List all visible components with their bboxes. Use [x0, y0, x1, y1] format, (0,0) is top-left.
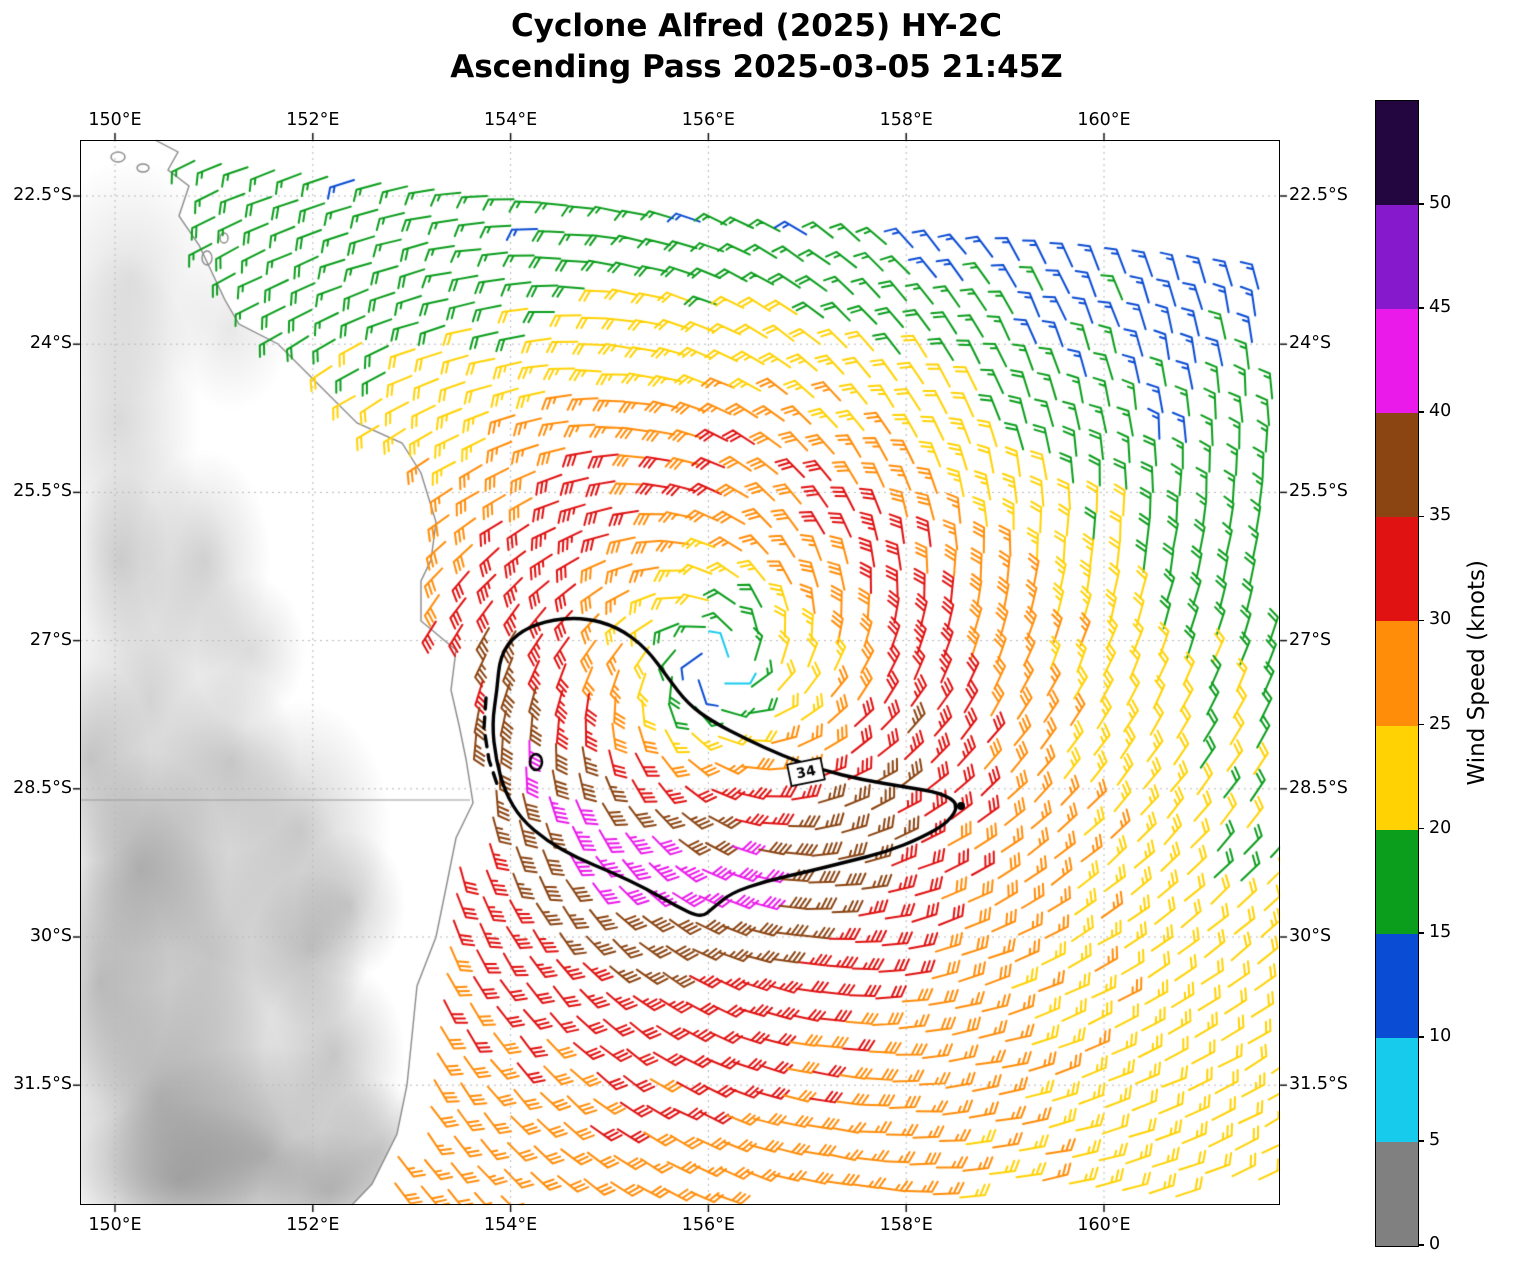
colorbar-tickmark — [1418, 515, 1425, 518]
colorbar-bin-35-40 — [1376, 413, 1418, 518]
colorbar-tickmark — [1418, 307, 1425, 309]
colorbar-bin-50-55 — [1376, 101, 1418, 206]
colorbar-tickmark — [1418, 1244, 1425, 1246]
lat-tick-label-left: 25.5°S — [13, 481, 72, 502]
colorbar-tickmark — [1418, 723, 1425, 726]
lat-tick-label-right: 27°S — [1289, 629, 1332, 650]
colorbar-tick-label: 20 — [1429, 817, 1452, 838]
lat-tick-label-right: 30°S — [1289, 926, 1332, 946]
colorbar-bin-25-30 — [1376, 621, 1418, 726]
title-line-1: Cyclone Alfred (2025) HY-2C — [511, 8, 1002, 44]
lon-tick-label-bottom: 158°E — [879, 1215, 933, 1235]
colorbar — [1375, 100, 1419, 1247]
colorbar-tick-label: 40 — [1429, 401, 1452, 422]
lon-tick-label-bottom: 152°E — [286, 1215, 340, 1235]
colorbar-bin-5-10 — [1376, 1037, 1418, 1142]
colorbar-tick-label: 30 — [1429, 609, 1452, 630]
lon-tick-label-top: 156°E — [681, 110, 735, 130]
colorbar-bin-20-25 — [1376, 725, 1418, 830]
lat-tick-label-left: 31.5°S — [13, 1074, 72, 1095]
colorbar-tickmark — [1418, 1140, 1425, 1142]
lat-tick-label-right: 24°S — [1289, 333, 1332, 354]
lat-tick-label-left: 28.5°S — [13, 777, 72, 798]
lat-tick-label-right: 28.5°S — [1289, 777, 1348, 798]
colorbar-bin-45-50 — [1376, 205, 1418, 310]
lat-tick-label-left: 30°S — [29, 926, 72, 946]
lat-tick-label-left: 22.5°S — [13, 185, 72, 205]
lon-tick-label-top: 158°E — [879, 110, 933, 130]
colorbar-label: Wind Speed (knots) — [1464, 559, 1490, 786]
title-line-2: Ascending Pass 2025-03-05 21:45Z — [450, 48, 1063, 85]
colorbar-tickmark — [1418, 411, 1425, 414]
colorbar-bin-30-35 — [1376, 517, 1418, 622]
colorbar-tick-label: 5 — [1429, 1129, 1441, 1150]
colorbar-tick-label: 35 — [1429, 505, 1452, 526]
colorbar-tick-label: 25 — [1429, 713, 1452, 734]
colorbar-tickmark — [1418, 1036, 1425, 1038]
colorbar-tick-label: 10 — [1429, 1025, 1452, 1046]
lon-tick-label-top: 152°E — [286, 110, 340, 130]
lon-tick-label-top: 154°E — [483, 110, 538, 130]
lat-tick-label-right: 22.5°S — [1289, 185, 1348, 205]
lon-tick-label-bottom: 160°E — [1077, 1215, 1131, 1235]
colorbar-tickmark — [1418, 931, 1425, 934]
lon-tick-label-bottom: 154°E — [483, 1215, 538, 1235]
lon-tick-label-top: 150°E — [88, 110, 142, 130]
lat-tick-label-right: 31.5°S — [1289, 1074, 1348, 1095]
colorbar-tick-label: 0 — [1429, 1234, 1441, 1254]
lon-tick-label-top: 160°E — [1077, 110, 1131, 130]
colorbar-tick-label: 15 — [1429, 921, 1452, 942]
colorbar-bin-15-20 — [1376, 829, 1418, 934]
colorbar-label-wrap: Wind Speed (knots) — [1455, 100, 1499, 1245]
lat-tick-label-left: 24°S — [29, 333, 72, 354]
lon-tick-label-bottom: 156°E — [681, 1215, 735, 1235]
lat-tick-label-right: 25.5°S — [1289, 481, 1348, 502]
colorbar-tick-label: 45 — [1429, 297, 1452, 318]
figure-title: Cyclone Alfred (2025) HY-2C Ascending Pa… — [0, 6, 1513, 88]
lon-tick-label-bottom: 150°E — [88, 1215, 142, 1235]
colorbar-tickmark — [1418, 619, 1425, 622]
colorbar-bin-40-45 — [1376, 309, 1418, 414]
colorbar-tickmark — [1418, 827, 1425, 830]
colorbar-tick-label: 50 — [1429, 193, 1452, 214]
colorbar-bin-0-5 — [1376, 1141, 1418, 1247]
lat-tick-label-left: 27°S — [29, 629, 72, 650]
colorbar-bin-10-15 — [1376, 933, 1418, 1038]
colorbar-tickmark — [1418, 203, 1425, 205]
